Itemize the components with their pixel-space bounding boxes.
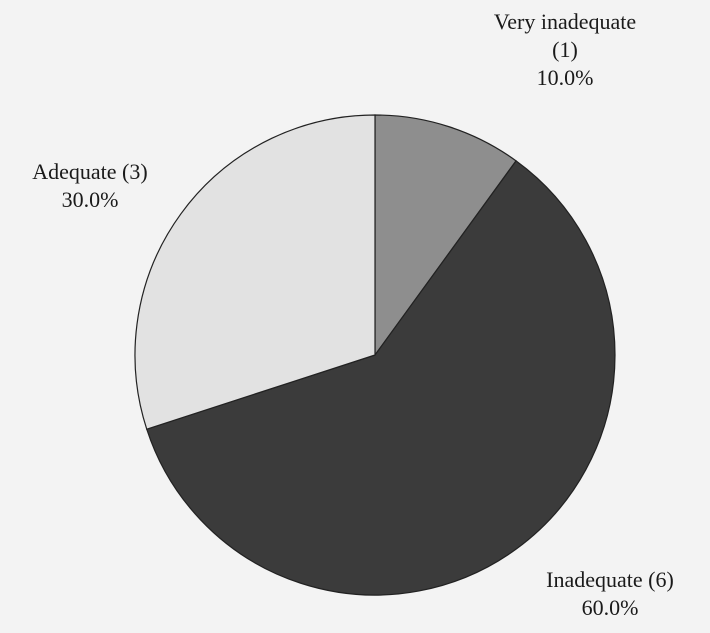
slice-label: Very inadequate (1) 10.0%	[480, 8, 650, 92]
slice-label: Adequate (3) 30.0%	[0, 158, 180, 214]
value-label: 60.0%	[581, 595, 639, 620]
value-label: 10.0%	[536, 65, 594, 90]
category-label: Inadequate (6)	[546, 567, 674, 592]
pie-slice	[374, 114, 517, 357]
category-label: Very inadequate (1)	[493, 9, 637, 62]
slice-label: Inadequate (6) 60.0%	[510, 566, 710, 622]
pie-slice	[134, 114, 376, 430]
pie-slice	[145, 159, 616, 596]
category-label: Adequate (3)	[32, 159, 148, 184]
value-label: 30.0%	[61, 187, 119, 212]
